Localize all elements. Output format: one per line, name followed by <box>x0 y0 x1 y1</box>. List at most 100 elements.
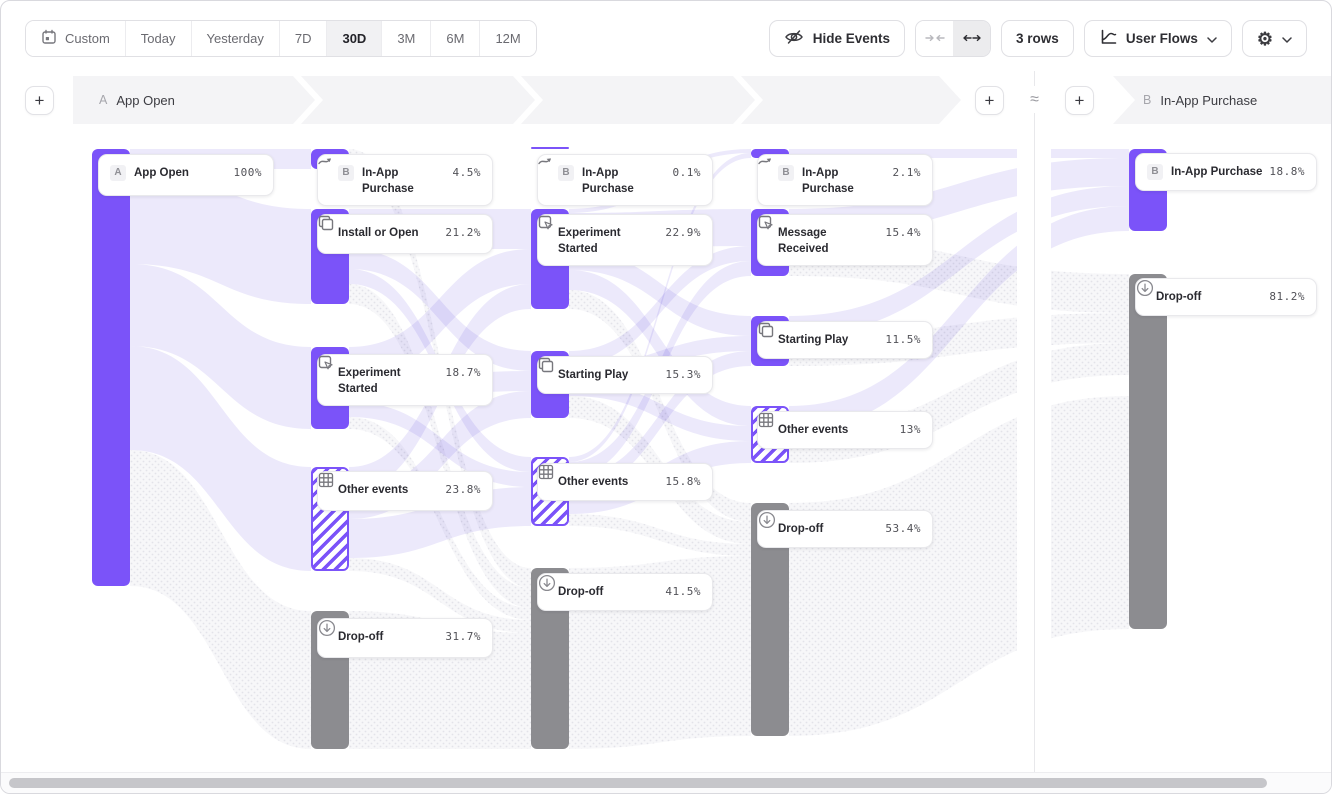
node-card-step-1-experiment-started[interactable]: Experiment Started 18.7% <box>317 354 493 406</box>
add-end-step-button[interactable]: + <box>1065 86 1094 115</box>
expand-arrows-icon <box>962 31 982 46</box>
view-selector[interactable]: User Flows <box>1083 20 1232 57</box>
add-start-event-button[interactable]: + <box>25 86 54 115</box>
node-label: Other events <box>558 476 629 488</box>
node-percentage: 81.2% <box>1269 290 1305 303</box>
date-range-custom[interactable]: Custom <box>26 21 125 56</box>
scrollbar-thumb[interactable] <box>9 778 1267 788</box>
date-range-label: 30D <box>342 31 367 46</box>
node-card-step-2-starting-play[interactable]: Starting Play 15.3% <box>537 356 713 394</box>
hide-events-label: Hide Events <box>812 31 891 46</box>
node-card-step-1-in-app-purchase[interactable]: B In-App Purchase 4.5% <box>317 154 493 206</box>
flow-step-header: + A App Open + + B In-App Purchase <box>1 76 1331 124</box>
step-chevron-bands <box>73 76 1331 124</box>
flow-ribbon <box>130 264 311 429</box>
node-percentage: 15.4% <box>885 226 921 239</box>
node-label: App Open <box>134 167 189 179</box>
calendar-icon <box>41 29 57 48</box>
event-letter-badge: B <box>1147 164 1163 180</box>
date-range-30d[interactable]: 30D <box>326 21 382 56</box>
node-card-step-3-in-app-purchase[interactable]: B In-App Purchase 2.1% <box>757 154 933 206</box>
node-percentage: 23.8% <box>445 483 481 496</box>
date-range-today[interactable]: Today <box>124 21 191 56</box>
node-card-step-3-other-events[interactable]: Other events 13% <box>757 411 933 449</box>
event-letter-badge: B <box>558 165 574 181</box>
node-label: Starting Play <box>778 334 849 346</box>
node-card-step-3-message-received[interactable]: Message Received 15.4% <box>757 214 933 266</box>
toolbar-right: Hide Events 3 rows <box>768 20 1307 57</box>
node-percentage: 53.4% <box>885 522 921 535</box>
node-percentage: 41.5% <box>665 585 701 598</box>
node-percentage: 4.5% <box>452 166 481 179</box>
node-percentage: 11.5% <box>885 333 921 346</box>
divider-gutter <box>1017 129 1051 774</box>
node-percentage: 2.1% <box>892 166 921 179</box>
node-percentage: 18.7% <box>445 366 481 379</box>
drop-off-ribbon <box>349 417 531 620</box>
collapse-columns-button[interactable] <box>916 21 954 56</box>
date-range-label: 12M <box>495 31 521 46</box>
node-label: Other events <box>778 424 849 436</box>
node-label: In-App Purchase <box>362 167 414 196</box>
node-card-step-2-experiment-started[interactable]: Experiment Started 22.9% <box>537 214 713 266</box>
drop-off-ribbon <box>569 514 751 556</box>
collapse-arrows-icon <box>924 31 945 46</box>
node-card-step-2-drop-off[interactable]: Drop-off 41.5% <box>537 573 713 611</box>
flow-ribbon <box>569 270 751 426</box>
node-bar-start-app-open[interactable] <box>92 149 130 586</box>
node-label: In-App Purchase <box>802 167 854 196</box>
start-event-header[interactable]: A App Open <box>99 76 175 124</box>
node-label: Drop-off <box>338 631 384 643</box>
settings-button[interactable]: ⚙ <box>1241 20 1307 57</box>
node-card-step-1-install-or-open[interactable]: Install or Open 21.2% <box>317 214 493 254</box>
node-card-step-3-drop-off[interactable]: Drop-off 53.4% <box>757 510 933 548</box>
date-range-label: Custom <box>65 31 110 46</box>
node-percentage: 21.2% <box>445 226 481 239</box>
start-event-label: App Open <box>116 92 175 108</box>
node-bar-step-3-in-app-purchase[interactable] <box>751 149 789 158</box>
node-card-step-1-other-events[interactable]: Other events 23.8% <box>317 471 493 511</box>
view-label: User Flows <box>1125 31 1198 46</box>
chevron-down-icon <box>1207 31 1217 46</box>
flow-chart-icon <box>1099 29 1117 48</box>
date-range-6m[interactable]: 6M <box>430 21 480 56</box>
node-card-step-2-in-app-purchase[interactable]: B In-App Purchase 0.1% <box>537 154 713 206</box>
date-range-3m[interactable]: 3M <box>381 21 431 56</box>
date-range-label: Today <box>140 31 176 46</box>
panel-divider <box>1034 71 1035 774</box>
node-percentage: 31.7% <box>445 630 481 643</box>
date-range-12m[interactable]: 12M <box>479 21 536 56</box>
date-range-label: Yesterday <box>206 31 264 46</box>
start-letter-badge: A <box>99 93 108 107</box>
add-step-button[interactable]: + <box>975 86 1004 115</box>
approx-divider-badge: ≈ <box>1021 86 1048 113</box>
drop-off-ribbon <box>349 284 531 608</box>
node-card-target-in-app-purchase[interactable]: B In-App Purchase 18.8% <box>1135 153 1317 191</box>
node-percentage: 15.3% <box>665 368 701 381</box>
node-label: Drop-off <box>778 523 824 535</box>
horizontal-scrollbar[interactable] <box>1 772 1331 793</box>
node-card-start-app-open[interactable]: A App Open 100% <box>98 154 274 196</box>
node-bar-step-2-in-app-purchase[interactable] <box>531 147 569 149</box>
node-card-target-drop-off[interactable]: Drop-off 81.2% <box>1135 278 1317 316</box>
node-card-step-1-drop-off[interactable]: Drop-off 31.7% <box>317 618 493 658</box>
end-event-label: In-App Purchase <box>1160 92 1258 108</box>
drop-off-ribbon <box>130 450 311 749</box>
date-range-label: 3M <box>397 31 416 46</box>
node-card-step-2-other-events[interactable]: Other events 15.8% <box>537 463 713 501</box>
node-card-step-3-starting-play[interactable]: Starting Play 11.5% <box>757 321 933 359</box>
rows-button[interactable]: 3 rows <box>1001 20 1074 57</box>
end-event-header[interactable]: B In-App Purchase <box>1143 76 1257 124</box>
date-range-yesterday[interactable]: Yesterday <box>190 21 279 56</box>
flow-ribbon <box>130 346 311 571</box>
node-percentage: 15.8% <box>665 475 701 488</box>
expand-columns-button[interactable] <box>953 21 991 56</box>
node-bar-target-drop-off[interactable] <box>1129 274 1167 629</box>
event-letter-badge: B <box>778 165 794 181</box>
hide-events-button[interactable]: Hide Events <box>768 20 906 57</box>
end-letter-badge: B <box>1143 93 1152 107</box>
date-range-7d[interactable]: 7D <box>278 21 327 56</box>
node-label: Drop-off <box>558 586 604 598</box>
date-range-group: Custom Today Yesterday 7D 30D 3M 6M 12M <box>25 20 537 57</box>
